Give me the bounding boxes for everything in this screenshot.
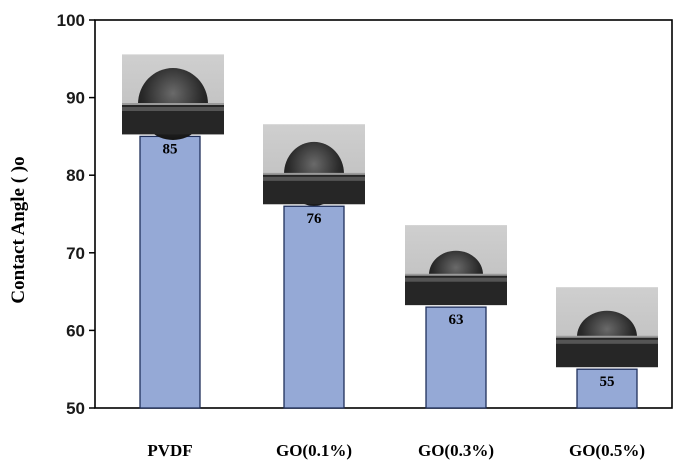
bar-go-0-3 <box>425 306 487 409</box>
droplet-photo <box>556 287 658 368</box>
substrate-reflection <box>405 277 507 282</box>
x-tick-label: GO(0.1%) <box>276 441 352 460</box>
bars <box>139 135 638 409</box>
data-labels: 85 76 63 55 <box>163 141 615 390</box>
droplet-photo <box>405 225 507 306</box>
plot-border <box>94 19 673 409</box>
y-tick-label: 70 <box>66 244 85 263</box>
bar-go-0-1 <box>283 205 345 409</box>
data-label: 85 <box>163 141 178 157</box>
substrate-reflection <box>122 107 224 111</box>
substrate-reflection <box>556 339 658 344</box>
y-tick-label: 60 <box>66 321 85 340</box>
plot-frame <box>94 19 673 409</box>
droplet-photo <box>263 124 365 206</box>
droplet-photo <box>122 54 224 140</box>
substrate-reflection <box>263 176 365 181</box>
bar-pvdf <box>139 135 201 409</box>
y-tick-label: 90 <box>66 89 85 108</box>
data-label: 76 <box>307 211 323 227</box>
x-tick-label: GO(0.5%) <box>569 441 645 460</box>
droplet-photos <box>122 54 658 368</box>
y-axis: 50 60 70 80 90 100 <box>57 11 95 418</box>
bar-go-0-5 <box>576 368 638 409</box>
x-axis-labels: PVDF GO(0.1%) GO(0.3%) GO(0.5%) <box>147 441 645 460</box>
x-tick-label: GO(0.3%) <box>418 441 494 460</box>
y-tick-label: 100 <box>57 11 85 30</box>
y-axis-title: Contact Angle ( )o <box>8 156 29 303</box>
data-label: 63 <box>449 312 464 328</box>
y-tick-label: 50 <box>66 399 85 418</box>
x-tick-label: PVDF <box>147 441 192 460</box>
y-tick-label: 80 <box>66 166 85 185</box>
data-label: 55 <box>600 374 615 390</box>
